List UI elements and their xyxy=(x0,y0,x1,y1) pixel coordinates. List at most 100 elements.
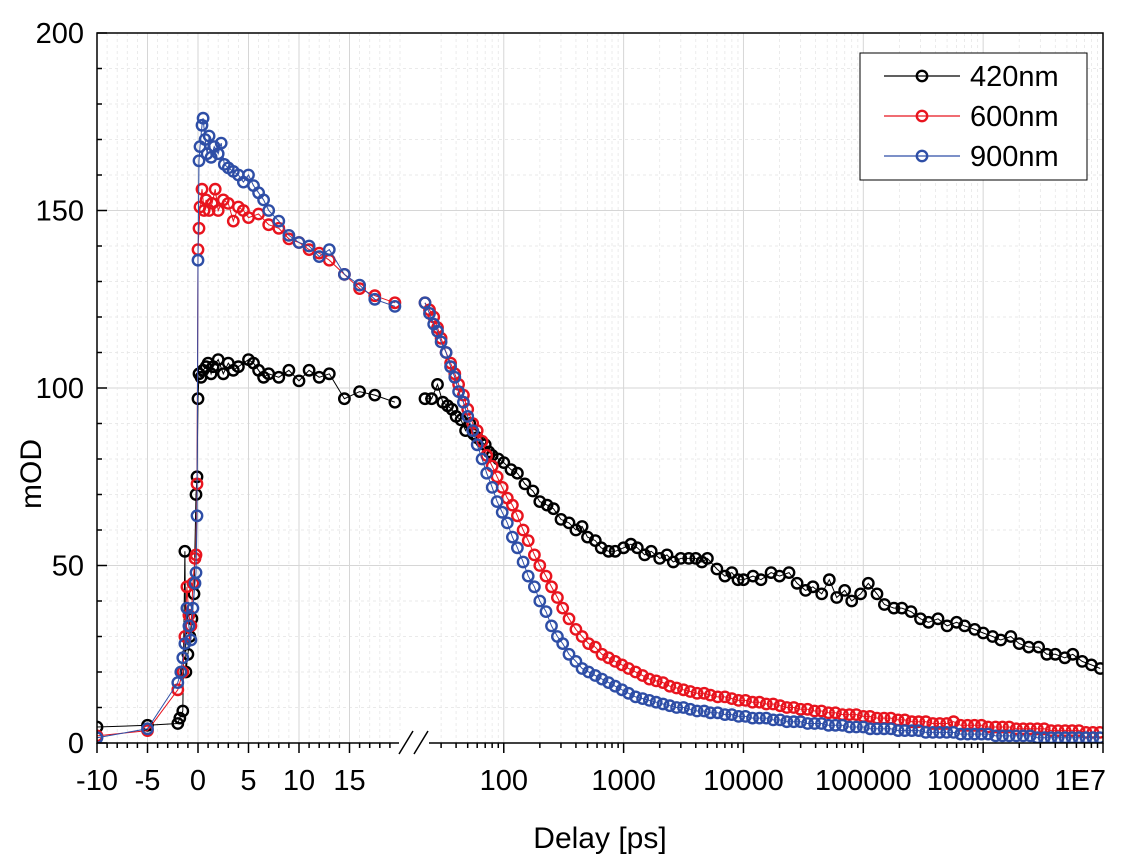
data-point xyxy=(388,299,402,313)
data-point xyxy=(718,690,732,704)
data-point xyxy=(602,544,615,558)
data-point xyxy=(1066,647,1080,661)
data-point xyxy=(622,662,635,675)
x-axis-title: Delay [ps] xyxy=(533,822,666,855)
data-point xyxy=(624,537,638,551)
data-point xyxy=(556,601,570,615)
data-point xyxy=(615,658,629,672)
data-point xyxy=(1093,662,1103,675)
data-point xyxy=(861,576,875,590)
legend-label: 900nm xyxy=(970,141,1059,173)
data-point xyxy=(790,576,804,590)
data-point xyxy=(518,477,532,491)
data-point xyxy=(718,708,732,721)
data-point xyxy=(466,424,480,437)
legend-marker xyxy=(915,109,929,123)
data-point xyxy=(663,699,677,713)
data-point xyxy=(656,697,670,711)
data-point xyxy=(773,699,787,713)
data-point xyxy=(182,619,196,633)
legend-label: 600nm xyxy=(970,101,1059,133)
data-point xyxy=(746,711,759,725)
data-point xyxy=(337,267,351,281)
data-point xyxy=(191,392,205,406)
legend: 420nm 600nm 900nm xyxy=(859,52,1088,181)
data-point xyxy=(302,239,316,253)
axis-break xyxy=(398,730,429,756)
legend-marker xyxy=(915,149,929,163)
data-point xyxy=(954,727,967,741)
data-point xyxy=(186,601,200,615)
data-point xyxy=(904,605,918,618)
data-point xyxy=(670,681,683,695)
data-point xyxy=(588,669,602,682)
data-point xyxy=(551,591,564,604)
data-point xyxy=(677,683,690,697)
data-point xyxy=(919,726,933,739)
data-point xyxy=(849,720,863,734)
data-point xyxy=(887,601,901,615)
data-point xyxy=(1051,724,1065,737)
data-point xyxy=(521,534,535,547)
data-point xyxy=(711,690,725,704)
data-point xyxy=(630,541,644,555)
data-point xyxy=(996,729,1009,743)
data-point xyxy=(981,720,995,734)
data-point xyxy=(829,718,842,732)
data-point xyxy=(190,509,204,523)
data-point xyxy=(670,701,683,714)
data-point xyxy=(575,520,589,533)
data-point xyxy=(933,717,947,730)
data-point xyxy=(176,651,190,665)
data-point xyxy=(595,672,609,686)
data-point xyxy=(1009,729,1023,743)
data-point xyxy=(195,118,209,132)
data-point xyxy=(434,335,448,349)
data-point xyxy=(602,651,615,665)
data-point xyxy=(602,676,615,689)
data-point xyxy=(877,722,891,736)
data-point xyxy=(773,713,787,727)
data-point xyxy=(1002,720,1016,734)
data-point xyxy=(629,690,642,704)
data-point xyxy=(425,392,438,406)
data-point xyxy=(794,702,807,716)
data-point xyxy=(644,544,658,558)
data-point xyxy=(569,655,583,668)
data-point xyxy=(870,587,884,601)
data-point xyxy=(954,718,967,732)
data-point xyxy=(202,129,216,143)
data-point xyxy=(830,591,844,604)
data-point xyxy=(718,569,732,583)
data-point xyxy=(690,704,704,718)
data-point xyxy=(470,424,484,437)
data-point xyxy=(629,665,642,679)
x-tick-label: 15 xyxy=(333,765,365,797)
data-point xyxy=(1065,724,1079,737)
data-point xyxy=(192,221,206,235)
data-point xyxy=(753,711,766,725)
series-layer xyxy=(97,111,1103,743)
data-point xyxy=(711,706,725,720)
data-point xyxy=(975,718,988,732)
data-point xyxy=(431,377,444,391)
data-point xyxy=(594,541,608,555)
data-point xyxy=(690,686,704,700)
y-tick-label: 0 xyxy=(68,728,84,760)
data-point xyxy=(649,695,663,709)
data-point xyxy=(815,587,829,601)
data-point xyxy=(801,702,814,716)
data-point xyxy=(843,720,856,734)
data-point xyxy=(202,204,216,217)
series-900nm xyxy=(97,111,1103,743)
data-point xyxy=(556,637,570,650)
data-point xyxy=(302,363,316,377)
data-point xyxy=(595,647,609,661)
data-point xyxy=(226,214,240,228)
data-point xyxy=(1009,722,1023,736)
data-point xyxy=(766,697,780,711)
data-point xyxy=(1023,729,1037,743)
data-point xyxy=(521,569,535,583)
y-tick-label: 50 xyxy=(52,551,84,583)
data-point xyxy=(448,370,462,384)
